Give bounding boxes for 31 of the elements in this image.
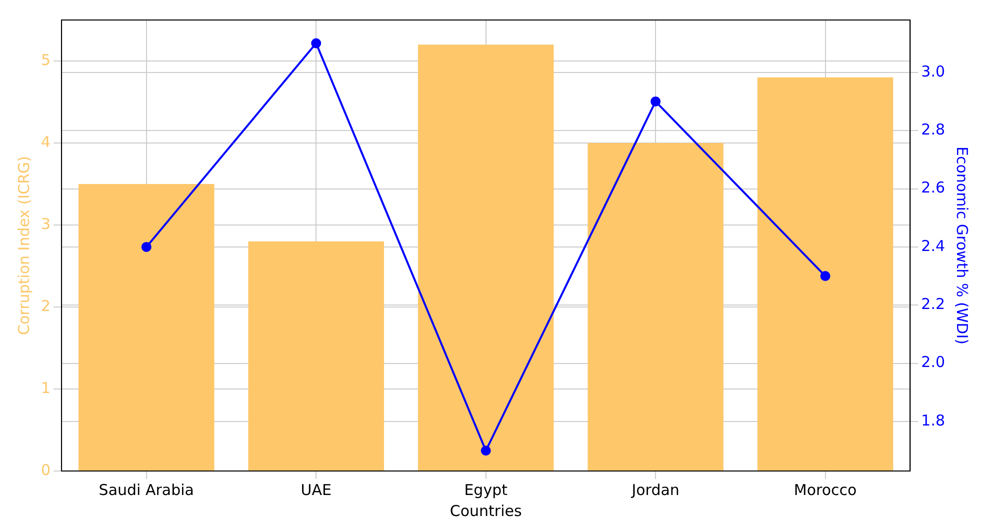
y2-tick-label: 3.0	[921, 62, 946, 80]
y2-tick-label: 2.2	[921, 295, 946, 314]
point	[311, 38, 322, 48]
bar	[588, 143, 724, 470]
y2-axis-title: Economic Growth % (WDI)	[953, 146, 972, 344]
bar	[248, 241, 384, 470]
x-axis-title: Countries	[450, 502, 522, 520]
y-tick-label: 2	[40, 296, 51, 315]
y2-tick-label: 2.4	[921, 236, 946, 255]
bar	[78, 184, 214, 470]
point	[820, 271, 830, 282]
x-tick-label: Egypt	[464, 480, 508, 499]
point	[480, 446, 491, 456]
x-tick-label: Morocco	[794, 480, 857, 499]
y2-tick-label: 2.0	[921, 353, 946, 372]
point	[650, 96, 661, 106]
bar	[757, 77, 894, 470]
y-tick-label: 3	[40, 214, 51, 233]
y2-tick-label: 2.6	[921, 178, 946, 197]
y2-tick-label: 2.8	[921, 120, 946, 138]
y-tick-label: 0	[40, 460, 51, 479]
x-tick-label: Saudi Arabia	[98, 480, 194, 499]
x-tick-label: UAE	[300, 480, 332, 499]
y-tick-label: 4	[40, 132, 51, 151]
point	[141, 242, 152, 252]
bar	[418, 44, 554, 470]
y2-tick-label: 1.8	[921, 411, 946, 430]
y-axis-title: Corruption Index (ICRG)	[14, 156, 33, 335]
y-tick-label: 5	[40, 50, 51, 69]
x-tick-label: Jordan	[630, 480, 680, 499]
y-tick-label: 1	[40, 378, 51, 397]
